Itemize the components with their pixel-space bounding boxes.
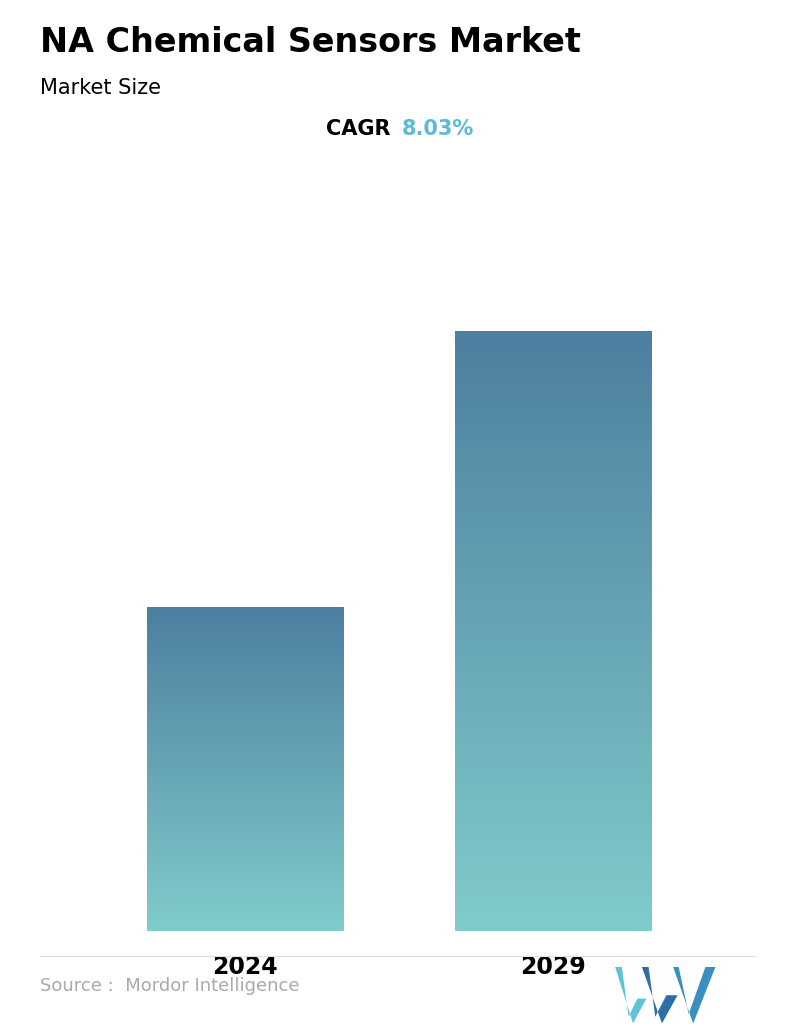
- Polygon shape: [673, 967, 716, 1024]
- Polygon shape: [615, 967, 646, 1024]
- Text: 2024: 2024: [212, 954, 278, 978]
- Text: 8.03%: 8.03%: [402, 119, 474, 139]
- Text: Market Size: Market Size: [40, 78, 161, 97]
- Text: NA Chemical Sensors Market: NA Chemical Sensors Market: [40, 26, 580, 59]
- Text: Source :  Mordor Intelligence: Source : Mordor Intelligence: [40, 977, 299, 995]
- Text: CAGR: CAGR: [326, 119, 398, 139]
- Polygon shape: [642, 967, 677, 1024]
- Text: 2029: 2029: [520, 954, 586, 978]
